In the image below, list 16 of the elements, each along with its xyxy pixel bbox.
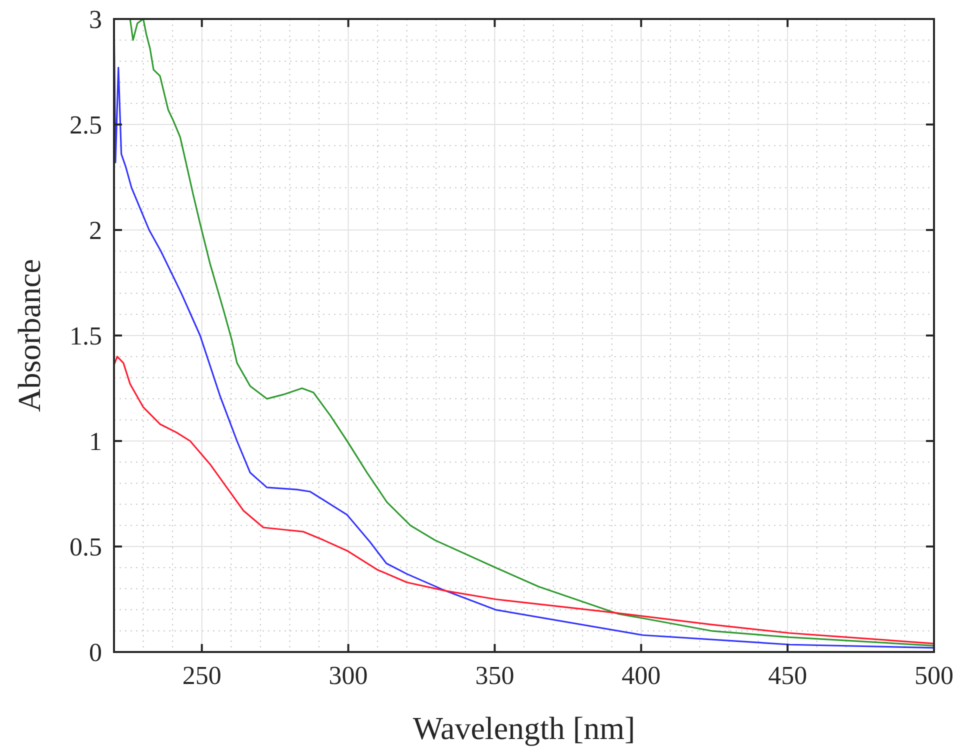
y-tick-label: 2 xyxy=(89,216,102,245)
y-tick-label: 1.5 xyxy=(70,322,102,350)
x-tick-label: 350 xyxy=(475,661,514,690)
y-tick-label: 0 xyxy=(89,638,102,667)
x-tick-label: 250 xyxy=(182,661,222,690)
x-tick-label: 300 xyxy=(328,661,368,690)
y-tick-label: 1 xyxy=(89,427,102,456)
y-tick-label: 3 xyxy=(89,5,102,34)
x-axis-title: Wavelength [nm] xyxy=(412,710,636,746)
x-tick-label: 400 xyxy=(622,661,661,690)
y-axis-title: Absorbance xyxy=(11,259,47,412)
x-tick-label: 500 xyxy=(914,661,954,690)
x-tick-label: 450 xyxy=(768,661,808,690)
y-tick-label: 0.5 xyxy=(70,532,102,562)
line-series xyxy=(114,356,934,644)
y-tick-label: 2.5 xyxy=(70,110,102,140)
